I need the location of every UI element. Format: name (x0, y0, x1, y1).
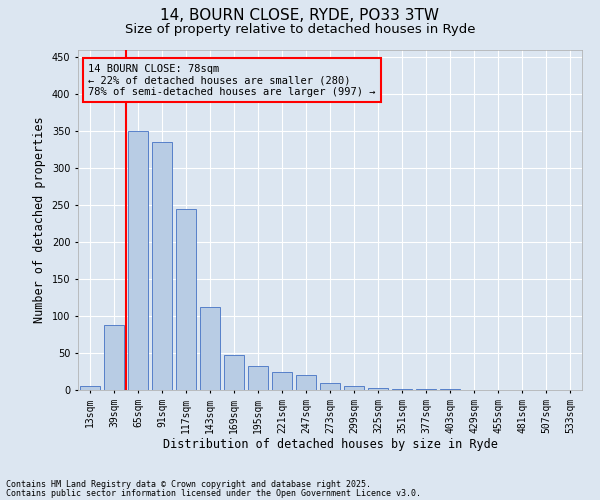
Text: Size of property relative to detached houses in Ryde: Size of property relative to detached ho… (125, 22, 475, 36)
Bar (224, 354, 244, 390)
X-axis label: Distribution of detached houses by size in Ryde: Distribution of detached houses by size … (163, 438, 497, 452)
Bar (128, 132, 148, 390)
Bar (80, 386, 100, 390)
Bar (272, 372, 292, 390)
Bar (392, 388, 412, 390)
Bar (176, 209, 196, 390)
Text: 14 BOURN CLOSE: 78sqm
← 22% of detached houses are smaller (280)
78% of semi-det: 14 BOURN CLOSE: 78sqm ← 22% of detached … (88, 64, 376, 97)
Bar (368, 388, 388, 390)
Bar (152, 142, 172, 390)
Text: Contains public sector information licensed under the Open Government Licence v3: Contains public sector information licen… (6, 488, 421, 498)
Text: Contains HM Land Registry data © Crown copyright and database right 2025.: Contains HM Land Registry data © Crown c… (6, 480, 371, 489)
Bar (248, 366, 268, 390)
Bar (104, 325, 124, 390)
Bar (320, 382, 340, 390)
Text: 14, BOURN CLOSE, RYDE, PO33 3TW: 14, BOURN CLOSE, RYDE, PO33 3TW (161, 8, 439, 22)
Bar (200, 307, 220, 390)
Bar (296, 375, 316, 390)
Y-axis label: Number of detached properties: Number of detached properties (33, 116, 46, 324)
Bar (344, 386, 364, 390)
